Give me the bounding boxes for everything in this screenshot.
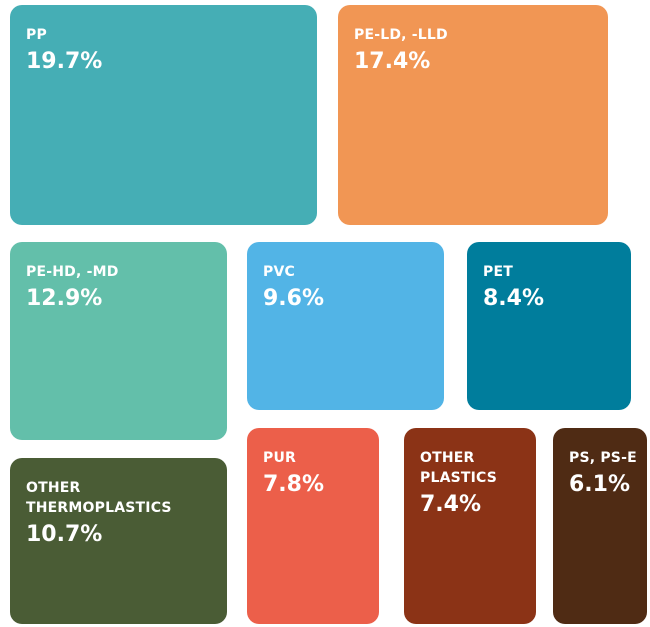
value-label: 8.4%: [483, 286, 545, 311]
value-label: 19.7%: [26, 49, 103, 74]
tile: OTHER THERMOPLASTICS 10.7%: [10, 458, 227, 624]
tile: PE-LD, -LLD 17.4%: [338, 5, 608, 225]
value-label: 17.4%: [354, 49, 431, 74]
tile-label: PP: [26, 27, 47, 43]
value-label: 7.8%: [263, 472, 325, 497]
tile: PUR 7.8%: [247, 428, 379, 624]
tile-label: PS, PS-E: [569, 450, 637, 466]
value-label: 10.7%: [26, 522, 103, 547]
value-label: 9.6%: [263, 286, 325, 311]
tile-label: PE-LD, -LLD: [354, 27, 448, 43]
tile-label: PUR: [263, 450, 297, 466]
tile: PE-HD, -MD 12.9%: [10, 242, 227, 440]
value-label: 12.9%: [26, 286, 103, 311]
tile: OTHER PLASTICS 7.4%: [404, 428, 536, 624]
tile-label: PET: [483, 264, 513, 280]
tile: PP 19.7%: [10, 5, 317, 225]
tile-label: PVC: [263, 264, 295, 280]
tile: PET 8.4%: [467, 242, 631, 410]
tile: PVC 9.6%: [247, 242, 444, 410]
tile-label: OTHER PLASTICS: [420, 450, 498, 486]
value-label: 7.4%: [420, 492, 482, 517]
tile-label: PE-HD, -MD: [26, 264, 119, 280]
tile-label: OTHER THERMOPLASTICS: [26, 480, 172, 516]
value-label: 6.1%: [569, 472, 631, 497]
tile: PS, PS-E 6.1%: [553, 428, 647, 624]
